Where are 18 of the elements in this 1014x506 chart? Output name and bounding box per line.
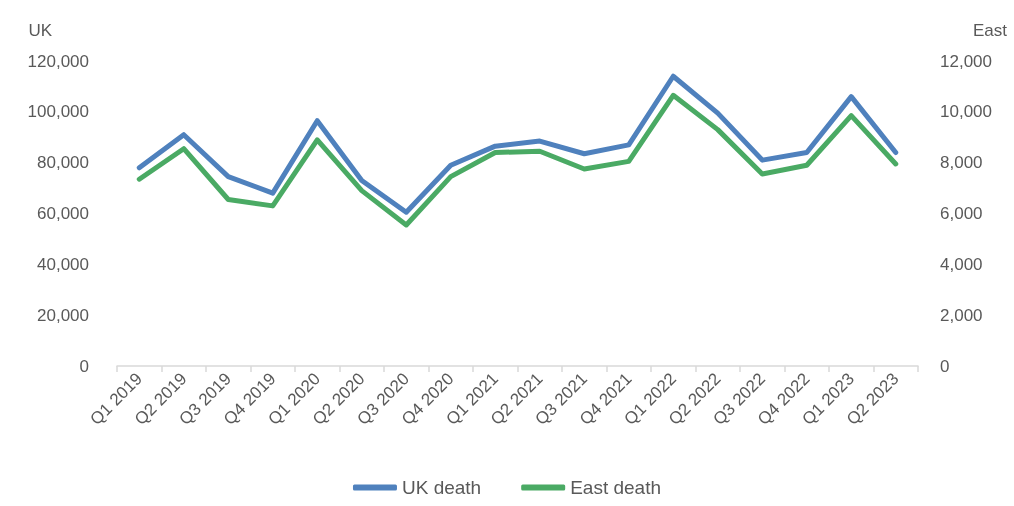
legend-label: UK death: [401, 477, 482, 498]
y-tick-label: 80,000: [37, 153, 89, 173]
y-axis-title: UK: [28, 21, 53, 40]
y2-tick-label: 8,000: [940, 153, 983, 173]
y2-tick-label: 4,000: [940, 254, 983, 274]
y2-tick-label: 0: [940, 356, 950, 376]
y2-axis-title: East: [973, 21, 1008, 40]
y-tick-label: 20,000: [37, 305, 89, 325]
y2-tick-label: 6,000: [940, 204, 983, 223]
y2-tick-label: 10,000: [940, 102, 992, 122]
legend-label: East death: [570, 477, 662, 498]
y-tick-label: 40,000: [37, 254, 89, 274]
y2-tick-label: 12,000: [940, 51, 992, 71]
y2-tick-label: 2,000: [940, 305, 983, 325]
y-tick-label: 0: [79, 356, 89, 376]
y-tick-label: 100,000: [27, 102, 89, 122]
y-tick-label: 120,000: [27, 51, 89, 71]
y-tick-label: 60,000: [37, 204, 89, 223]
